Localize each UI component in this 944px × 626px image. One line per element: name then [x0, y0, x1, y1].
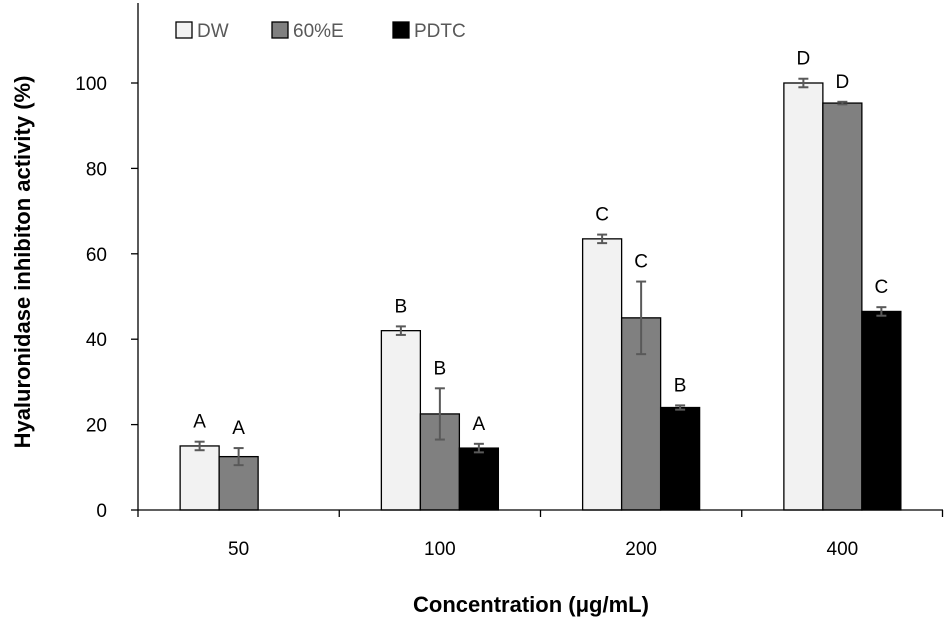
legend-swatch-DW: [175, 21, 193, 39]
legend-label-60%E: 60%E: [293, 21, 344, 42]
y-tick-label-60: 60: [86, 245, 107, 266]
legend-label-DW: DW: [197, 21, 229, 42]
bar-DW-400: [783, 82, 824, 511]
error-bar-60%E-200: [636, 280, 647, 356]
x-axis-title: Concentration (μg/mL): [413, 592, 649, 617]
error-bar-PDTC-400: [876, 306, 887, 317]
error-bar-60%E-50: [233, 447, 244, 467]
y-tick-label-100: 100: [75, 74, 107, 95]
bar-DW-100: [380, 330, 422, 511]
legend-item-60%E: 60%E: [271, 21, 344, 42]
x-tick-label-50: 50: [228, 539, 249, 560]
error-bar-DW-100: [395, 325, 406, 336]
legend-swatch-PDTC: [392, 21, 410, 39]
y-tick-label-80: 80: [86, 159, 107, 180]
error-bar-60%E-400: [837, 100, 848, 106]
sig-label-PDTC-100: A: [473, 414, 486, 435]
sig-label-60%E-100: B: [434, 358, 447, 379]
x-tick-labels: 50 100 200 400: [228, 539, 858, 560]
legend-item-DW: DW: [175, 21, 229, 42]
error-bar-PDTC-100: [473, 442, 484, 454]
bar-DW-200: [581, 238, 623, 511]
y-tick-label-0: 0: [96, 501, 107, 522]
bar-PDTC-100: [458, 447, 500, 511]
y-tick-label-40: 40: [86, 330, 107, 351]
error-bars: [194, 77, 887, 467]
legend-label-PDTC: PDTC: [414, 21, 466, 42]
error-bar-DW-200: [597, 233, 608, 245]
sig-label-PDTC-200: B: [674, 375, 687, 396]
error-bar-DW-400: [798, 77, 809, 89]
y-tick-labels: 0 20 40 60 80 100: [75, 74, 107, 522]
legend-item-PDTC: PDTC: [392, 21, 466, 42]
error-bar-DW-50: [194, 440, 205, 452]
legend: DW 60%E PDTC: [175, 21, 466, 42]
y-axis-title: Hyaluronidase inhibiton activity (%): [10, 76, 35, 449]
bars: [179, 82, 902, 511]
error-bar-PDTC-200: [675, 404, 686, 411]
x-tick-label-400: 400: [827, 539, 859, 560]
sig-label-DW-100: B: [395, 296, 408, 317]
sig-label-DW-50: A: [193, 412, 206, 433]
x-tick-label-100: 100: [424, 539, 456, 560]
bar-60%E-400: [822, 102, 863, 511]
sig-label-60%E-200: C: [634, 252, 648, 273]
sig-label-PDTC-400: C: [875, 277, 889, 298]
axes: [131, 3, 944, 517]
bar-PDTC-400: [861, 310, 902, 511]
sig-label-DW-200: C: [595, 205, 609, 226]
y-tick-label-20: 20: [86, 416, 107, 437]
x-tick-label-200: 200: [625, 539, 657, 560]
bar-DW-50: [179, 445, 220, 511]
legend-swatch-60%E: [271, 21, 289, 39]
sig-label-DW-400: D: [797, 49, 811, 70]
bar-PDTC-200: [659, 406, 701, 511]
sig-label-60%E-400: D: [836, 72, 850, 93]
significance-labels: A A B B A C C B D D C: [193, 49, 888, 439]
error-bar-60%E-100: [434, 387, 445, 441]
sig-label-60%E-50: A: [232, 418, 245, 439]
